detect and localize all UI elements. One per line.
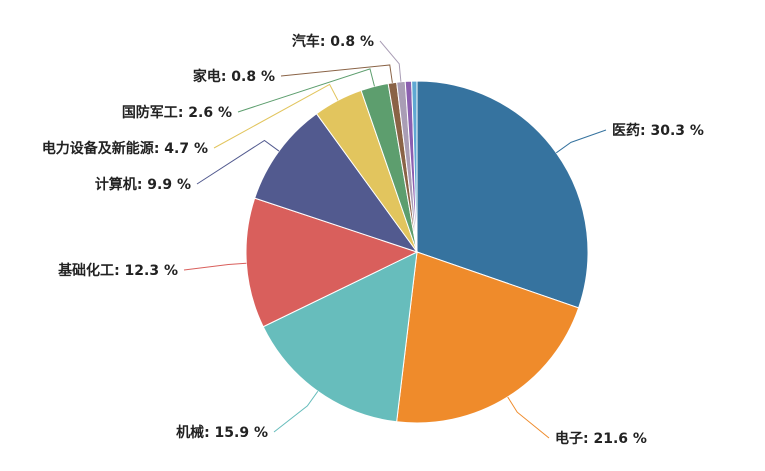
leader-line: [183, 262, 247, 271]
slice-label: 电子21.6 %: [555, 428, 647, 448]
leader-line: [555, 129, 607, 154]
slice-label: 国防军工2.6 %: [122, 102, 232, 122]
category-label: 电力设备及新能源: [42, 141, 164, 157]
value-label: 2.6 %: [188, 105, 232, 121]
category-label: 汽车: [292, 34, 330, 50]
slice-label: 医药30.3 %: [612, 120, 704, 140]
category-label: 机械: [176, 425, 214, 441]
slice-label: 机械15.9 %: [176, 422, 268, 442]
leader-line: [273, 390, 319, 433]
value-label: 12.3 %: [124, 263, 178, 279]
category-label: 医药: [612, 123, 650, 139]
value-label: 4.7 %: [164, 141, 208, 157]
slice-label: 家电0.8 %: [193, 66, 275, 86]
leader-line: [507, 396, 550, 439]
category-label: 电子: [555, 431, 593, 447]
slice-label: 电力设备及新能源4.7 %: [42, 138, 208, 158]
value-label: 21.6 %: [593, 431, 647, 447]
leader-line: [213, 83, 339, 149]
category-label: 计算机: [95, 177, 147, 193]
pie-slice: [245, 197, 419, 328]
category-label: 国防军工: [122, 105, 188, 121]
leader-line: [196, 139, 280, 185]
leader-line: [379, 40, 402, 82]
slice-label: 计算机9.9 %: [95, 174, 191, 194]
pie-slice: [262, 251, 418, 423]
value-label: 0.8 %: [231, 69, 275, 85]
value-label: 30.3 %: [650, 123, 704, 139]
slice-label: 汽车0.8 %: [292, 31, 374, 51]
value-label: 0.8 %: [330, 34, 374, 50]
slice-label: 基础化工12.3 %: [58, 260, 178, 280]
category-label: 基础化工: [58, 263, 124, 279]
leader-line: [280, 64, 393, 83]
pie-slice: [254, 112, 419, 253]
value-label: 15.9 %: [214, 425, 268, 441]
pie-slice: [411, 80, 418, 253]
value-label: 9.9 %: [147, 177, 191, 193]
category-label: 家电: [193, 69, 231, 85]
leader-line: [237, 68, 375, 113]
